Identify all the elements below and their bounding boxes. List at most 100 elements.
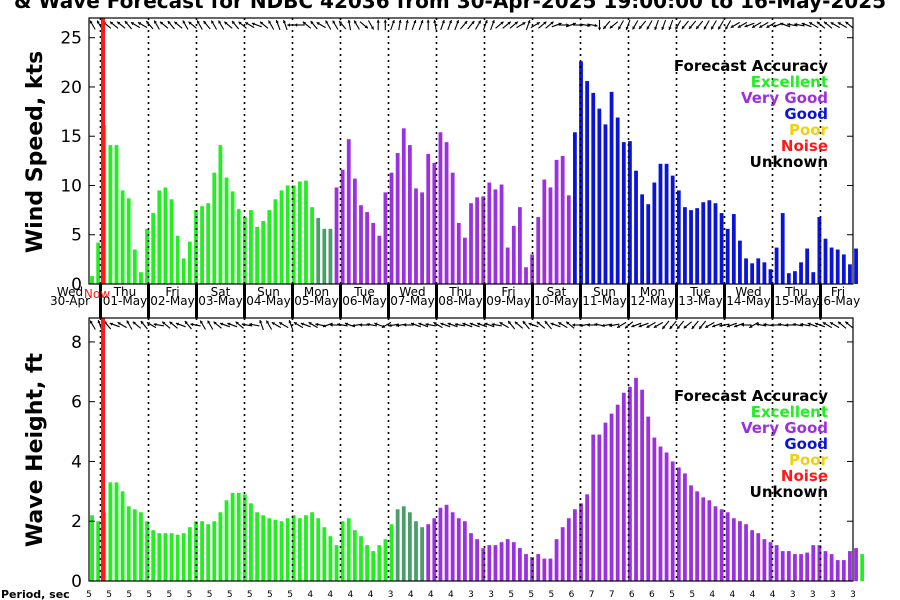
wind-bar — [615, 117, 620, 284]
direction-arrow — [712, 322, 723, 328]
wave-bar — [236, 492, 241, 581]
direction-arrow — [359, 21, 369, 29]
arrow-head — [153, 322, 157, 327]
wind-bar — [273, 199, 278, 284]
arrow-head — [705, 324, 709, 328]
wind-bar — [793, 271, 797, 284]
arrow-head — [653, 324, 657, 328]
wind-bar — [560, 155, 565, 284]
wave-bar — [432, 518, 437, 581]
wave-bar — [841, 560, 846, 581]
wind-bar — [579, 61, 583, 284]
wind-bar — [212, 172, 217, 284]
arrow-head — [730, 24, 734, 28]
direction-arrow — [153, 322, 164, 327]
direction-arrow — [675, 20, 682, 30]
arrow-head — [197, 20, 200, 24]
direction-arrow — [801, 22, 812, 28]
arrow-head — [294, 23, 298, 27]
wave-bar — [224, 500, 229, 581]
wind-bar — [829, 247, 834, 284]
arrow-head — [302, 21, 306, 25]
arrow-head — [681, 25, 685, 29]
direction-arrow — [381, 321, 392, 329]
arrow-head — [638, 324, 642, 328]
wave-bar — [218, 512, 223, 581]
period-value: 6 — [629, 590, 635, 600]
wave-bar — [548, 558, 553, 581]
direction-arrow — [844, 321, 854, 329]
wave-bar — [310, 512, 314, 581]
direction-arrow — [653, 321, 664, 329]
wave-bar — [670, 461, 675, 581]
direction-arrow — [410, 322, 421, 328]
legend-item-good: Good — [784, 105, 828, 123]
wind-bar — [841, 254, 846, 284]
arrow-head — [456, 20, 460, 24]
arrow-head — [711, 26, 714, 30]
arrow-head — [332, 20, 336, 24]
wind-bar — [811, 272, 816, 284]
wave-bar — [371, 551, 376, 581]
wind-bar — [456, 222, 461, 284]
wave-bar — [187, 527, 192, 581]
wind-bar — [658, 163, 663, 284]
period-value: 5 — [227, 590, 233, 600]
wind-bar — [230, 191, 235, 284]
period-value: 3 — [488, 590, 494, 600]
wave-bar — [126, 506, 131, 581]
arrow-head — [477, 322, 481, 326]
period-value: 6 — [649, 590, 655, 600]
direction-arrow — [514, 321, 524, 329]
direction-arrow — [710, 20, 717, 30]
arrow-head — [188, 21, 192, 25]
arrow-head — [618, 26, 622, 30]
arrow-head — [138, 22, 142, 26]
direction-arrow — [646, 321, 656, 329]
arrow-head — [807, 322, 811, 326]
wave-bar — [621, 392, 626, 581]
direction-arrow — [469, 322, 480, 328]
wave-direction-arrows — [89, 319, 854, 331]
arrow-head — [536, 22, 540, 26]
arrow-head — [477, 20, 481, 24]
legend-item-very-good: Very Good — [741, 419, 828, 437]
direction-arrow — [251, 22, 262, 28]
wave-bar — [90, 515, 94, 581]
wind-bar — [597, 108, 602, 284]
arrow-head — [140, 321, 144, 325]
legend-item-unknown: Unknown — [750, 153, 828, 171]
period-value: 4 — [770, 590, 776, 600]
wave-height-bars — [90, 377, 865, 582]
direction-arrow — [182, 20, 189, 30]
direction-arrow — [460, 20, 468, 30]
wave-bar — [206, 524, 211, 581]
wave-bar — [609, 413, 614, 581]
day-weekday-label: Mon — [640, 285, 665, 299]
direction-arrow — [646, 20, 653, 30]
arrow-head — [232, 21, 236, 25]
wave-bar — [701, 497, 706, 581]
arrow-head — [558, 22, 562, 26]
direction-arrow — [124, 20, 133, 30]
wind-bar — [340, 169, 345, 284]
legend-title: Forecast Accuracy — [674, 57, 828, 75]
arrow-head — [699, 325, 703, 329]
direction-arrow — [353, 20, 360, 30]
wind-bar — [493, 189, 498, 284]
direction-arrow — [109, 322, 120, 328]
arrow-head — [282, 20, 287, 24]
wind-bar — [713, 203, 718, 284]
wave-bar — [352, 530, 357, 581]
wave-axes: 0 2 4 6 8 — [71, 317, 854, 592]
wave-day-separators — [99, 318, 822, 581]
period-value: 5 — [167, 590, 173, 600]
arrow-head — [691, 325, 695, 329]
wind-bar — [609, 91, 614, 284]
wind-bar — [181, 258, 186, 284]
direction-arrow — [376, 19, 380, 31]
period-value: 5 — [146, 590, 152, 600]
wave-bar — [658, 446, 663, 581]
wave-bar — [462, 521, 467, 581]
